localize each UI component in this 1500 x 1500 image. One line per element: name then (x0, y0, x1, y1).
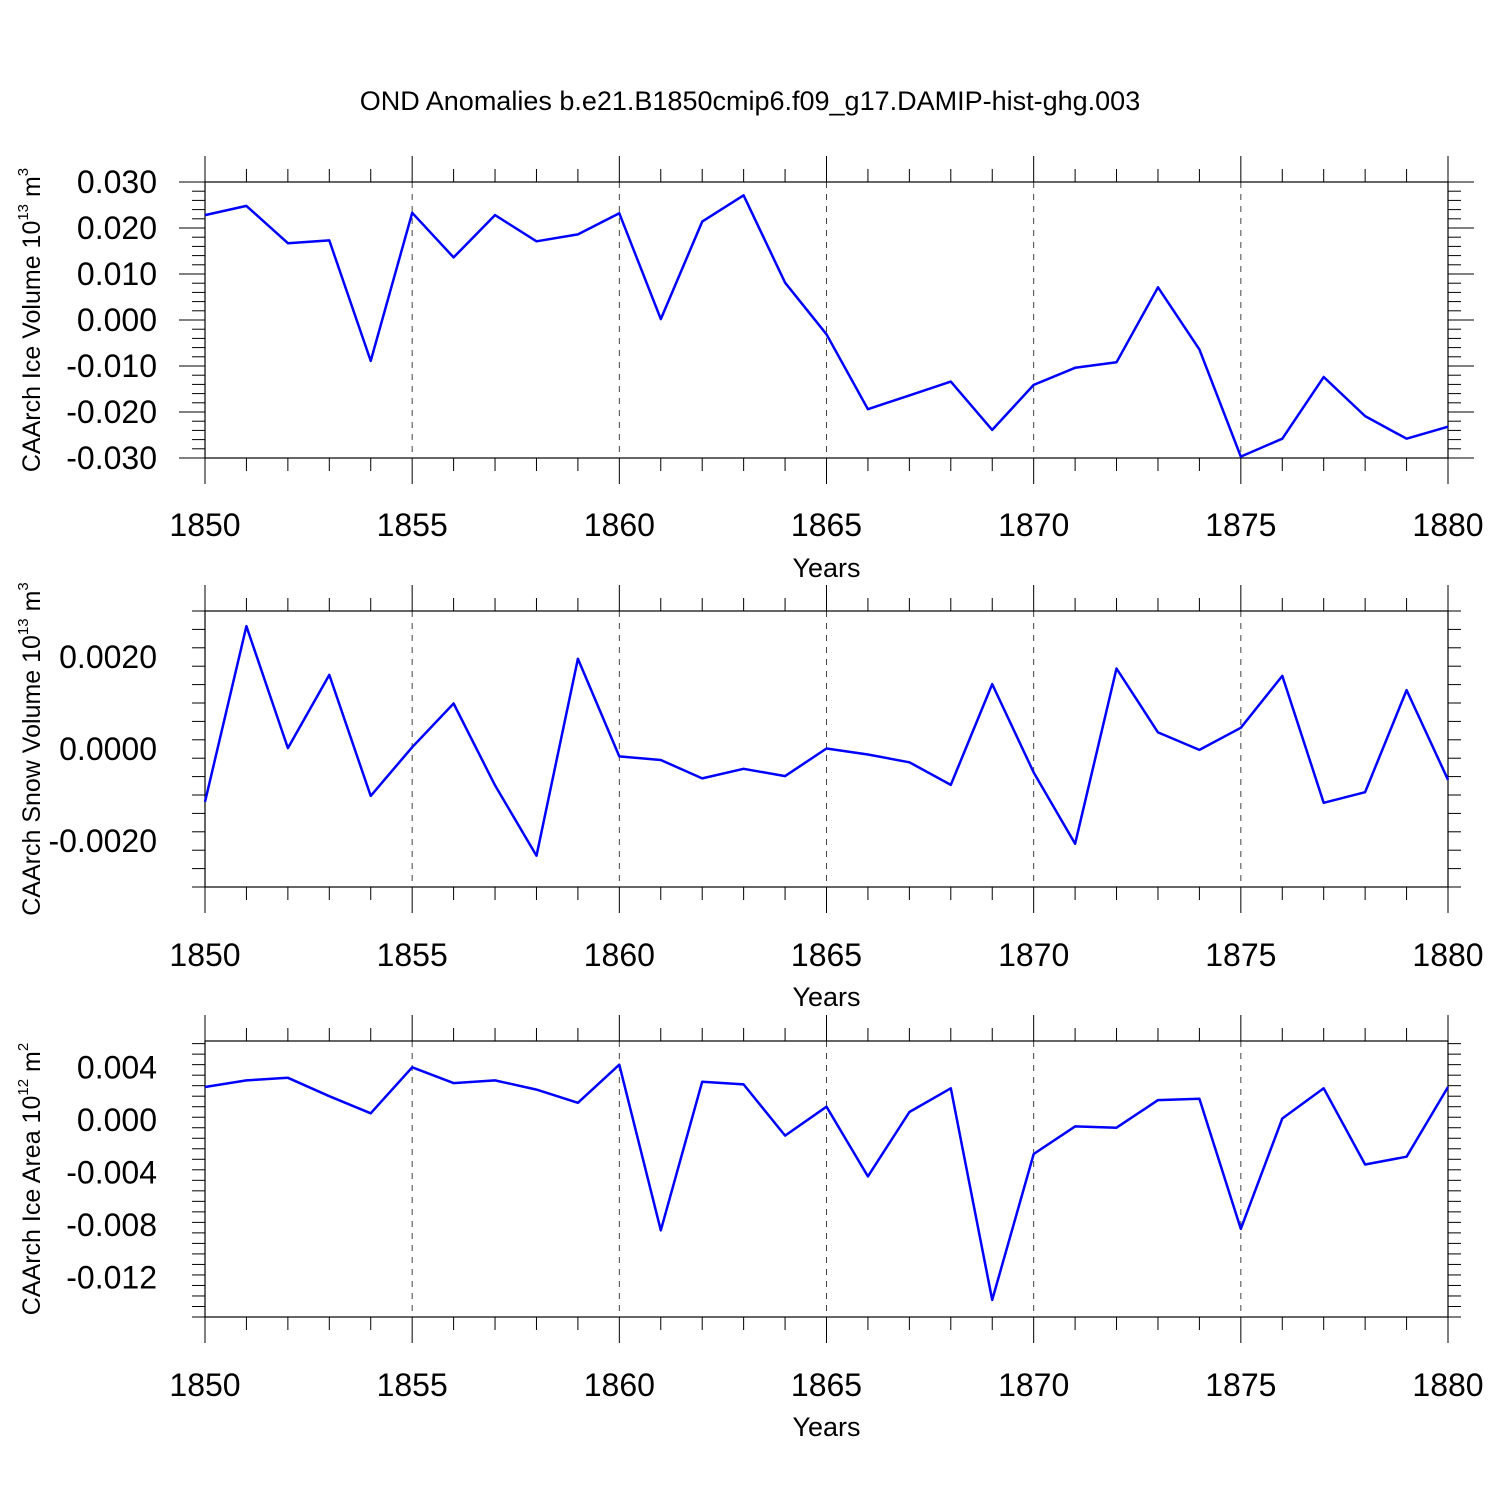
y-tick-label: 0.010 (77, 256, 157, 292)
y-tick-label: 0.0000 (59, 731, 157, 767)
y-tick-label: -0.008 (66, 1207, 157, 1243)
y-axis-label: CAArch Ice Volume 1013 m3 (15, 168, 46, 472)
y-tick-label: -0.030 (66, 440, 157, 476)
x-tick-label: 1880 (1412, 1367, 1483, 1403)
x-tick-label: 1850 (169, 507, 240, 543)
x-tick-label: 1860 (584, 1367, 655, 1403)
x-tick-label: 1855 (377, 1367, 448, 1403)
y-tick-label: -0.010 (66, 348, 157, 384)
x-tick-label: 1870 (998, 937, 1069, 973)
x-tick-label: 1875 (1205, 507, 1276, 543)
y-tick-label: 0.000 (77, 1102, 157, 1138)
y-tick-label: 0.020 (77, 210, 157, 246)
x-tick-label: 1850 (169, 1367, 240, 1403)
series-line (203, 624, 1450, 857)
x-axis-label: Years (792, 1412, 860, 1442)
x-tick-label: 1855 (377, 937, 448, 973)
x-tick-label: 1875 (1205, 1367, 1276, 1403)
x-tick-label: 1860 (584, 937, 655, 973)
x-tick-label: 1875 (1205, 937, 1276, 973)
y-tick-label: -0.020 (66, 394, 157, 430)
y-tick-label: -0.012 (66, 1260, 157, 1296)
x-tick-label: 1850 (169, 937, 240, 973)
x-tick-label: 1865 (791, 1367, 862, 1403)
y-tick-label: 0.0020 (59, 639, 157, 675)
x-axis-label: Years (792, 982, 860, 1012)
series-line (204, 1063, 1450, 1302)
y-axis-label: CAArch Ice Area 1012 m2 (15, 1043, 46, 1315)
x-axis-label: Years (792, 553, 860, 583)
y-tick-label: 0.030 (77, 164, 157, 200)
panels-group: 0.030 0.020 0.010 0.000 -0.010 -0.020 -0.030 18… (15, 156, 1484, 1442)
y-tick-label: 0.004 (77, 1049, 157, 1085)
series-line (204, 194, 1449, 458)
panel-2: 0.0020 0.0000 -0.0020 1850 1855 1860 1865 1870 1… (15, 582, 1484, 1012)
panel-1: 0.030 0.020 0.010 0.000 -0.010 -0.020 -0.030 18… (15, 156, 1484, 583)
x-tick-label: 1860 (584, 507, 655, 543)
x-tick-label: 1865 (791, 507, 862, 543)
x-tick-label: 1865 (791, 937, 862, 973)
x-tick-label: 1880 (1412, 937, 1483, 973)
x-tick-label: 1870 (998, 1367, 1069, 1403)
x-tick-label: 1880 (1412, 507, 1483, 543)
x-tick-label: 1870 (998, 507, 1069, 543)
panel-3: 0.004 0.000 -0.004 -0.008 -0.012 1850 1855 1860… (15, 1015, 1484, 1442)
y-tick-label: 0.000 (77, 302, 157, 338)
chart-title: OND Anomalies b.e21.B1850cmip6.f09_g17.D… (360, 86, 1140, 116)
y-tick-label: -0.004 (66, 1154, 157, 1190)
y-axis-label: CAArch Snow Volume 1013 m3 (15, 582, 46, 916)
y-tick-label: -0.0020 (48, 823, 157, 859)
x-tick-label: 1855 (377, 507, 448, 543)
